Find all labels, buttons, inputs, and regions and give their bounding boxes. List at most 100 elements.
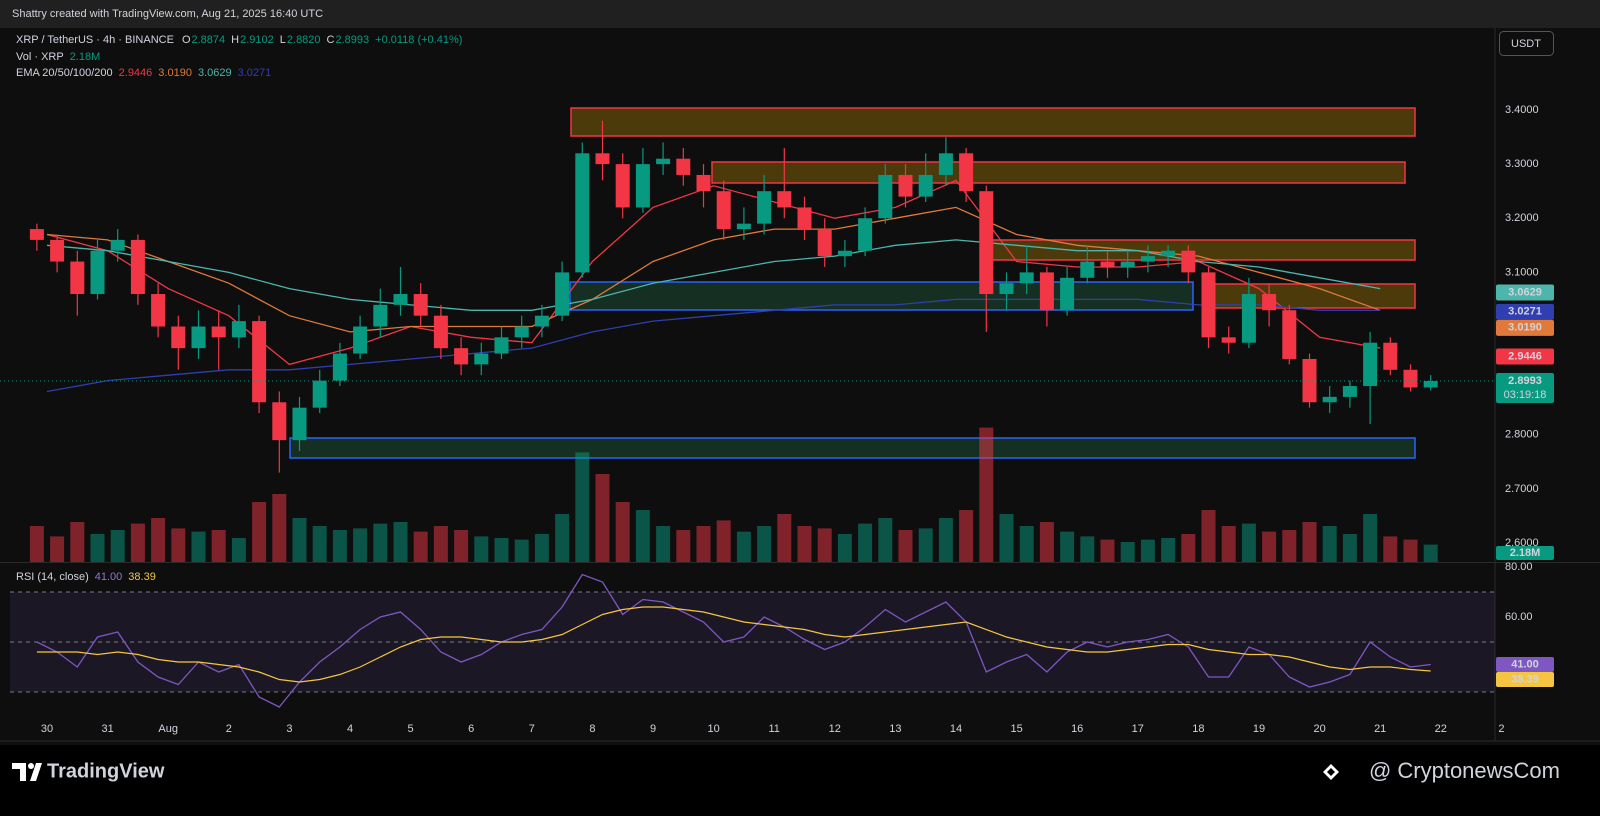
volume-bar — [635, 510, 650, 562]
candle-body — [837, 250, 852, 257]
x-tick-label: 4 — [347, 723, 353, 735]
x-tick-label: 17 — [1132, 723, 1144, 735]
candle-body — [353, 326, 368, 354]
candle-body — [1181, 250, 1196, 273]
candle-body — [1423, 381, 1438, 388]
currency[interactable]: USDT — [1511, 38, 1541, 50]
candle-body — [252, 321, 267, 403]
resistance-zone — [711, 161, 1406, 184]
volume-bar — [272, 494, 287, 562]
ema-badge-bg — [1496, 348, 1554, 365]
volume-bar — [959, 510, 974, 562]
volume-bar — [353, 528, 368, 562]
ema-badge-bg — [1496, 303, 1554, 320]
x-tick-label: 21 — [1374, 723, 1386, 735]
ema-value: 2.9446 — [119, 67, 153, 79]
candle-body — [1019, 272, 1034, 284]
change: +0.0118 (+0.41%) — [375, 34, 462, 46]
volume-bar — [50, 536, 65, 562]
volume-bar — [312, 526, 327, 562]
candle-body — [171, 326, 186, 349]
volume-bar — [918, 528, 933, 562]
volume-bar — [1363, 514, 1378, 562]
volume-bar — [1322, 526, 1337, 562]
ohlc-label: C — [327, 34, 335, 46]
y-tick-label: 3.4000 — [1505, 104, 1539, 116]
price-badge: 2.8993 — [1508, 375, 1542, 387]
volume-bar — [1080, 536, 1095, 562]
candle-body — [211, 326, 226, 338]
volume-bar — [736, 531, 751, 562]
candle-body — [736, 223, 751, 230]
candle-body — [938, 153, 953, 175]
volume-bar — [534, 534, 549, 562]
currency-button[interactable] — [1499, 31, 1554, 56]
volume-bar — [1423, 544, 1438, 562]
x-tick-label: 3 — [286, 723, 292, 735]
volume-bar — [413, 531, 428, 562]
volume-bar — [1161, 538, 1176, 562]
volume-bar — [696, 526, 711, 562]
volume-bar — [615, 502, 630, 562]
ema-value: 3.0190 — [158, 67, 192, 79]
ema-line — [46, 239, 1381, 311]
volume-badge: 2.18M — [1510, 547, 1541, 559]
rsi-ma-value: 38.39 — [128, 571, 156, 583]
volume-bar — [757, 526, 772, 562]
candle-body — [858, 218, 873, 251]
candle-body — [1241, 294, 1256, 343]
candle-body — [312, 380, 327, 408]
candle-body — [1262, 294, 1277, 311]
volume-bar — [130, 523, 145, 562]
support-zone — [569, 281, 1194, 311]
volume-bar — [656, 526, 671, 562]
volume-bar — [858, 523, 873, 562]
candle-body — [191, 326, 206, 349]
x-tick-label: 30 — [41, 723, 53, 735]
volume-value: 2.18M — [70, 51, 101, 63]
x-tick-label: 14 — [950, 723, 962, 735]
x-tick-label: 2 — [226, 723, 232, 735]
volume-bar — [1039, 522, 1054, 562]
candle-body — [494, 337, 509, 354]
candle-body — [696, 174, 711, 192]
rsi-legend: RSI (14, close) 41.00 38.39 — [16, 571, 156, 583]
ema-legend: EMA 20/50/100/200 2.9446 3.0190 3.0629 3.027… — [16, 67, 271, 79]
volume-bar — [999, 514, 1014, 562]
ohlc-value: 2.8874 — [192, 34, 226, 46]
candle-body — [454, 348, 469, 365]
x-tick-label: 31 — [101, 723, 113, 735]
y-tick-label: 3.3000 — [1505, 158, 1539, 170]
x-tick-label: 19 — [1253, 723, 1265, 735]
volume-bar — [1342, 534, 1357, 562]
volume-bar — [1241, 523, 1256, 562]
credit: Shattry created with TradingView.com, Au… — [12, 8, 323, 20]
y-tick-label: 3.2000 — [1505, 212, 1539, 224]
footer — [0, 745, 1600, 816]
candle-body — [878, 174, 893, 219]
candle-body — [1140, 256, 1155, 262]
volume-pane — [29, 427, 1438, 562]
ohlc-label: O — [182, 34, 191, 46]
candle-body — [1080, 261, 1095, 278]
candle-body — [151, 294, 166, 327]
logo-part — [28, 763, 34, 769]
candle-body — [898, 174, 913, 197]
logo-part — [12, 763, 26, 781]
volume-bar — [938, 518, 953, 562]
rsi-badge: 41.00 — [1511, 658, 1539, 670]
source: @ CryptonewsCom — [1369, 758, 1560, 783]
ema-badge-bg — [1496, 284, 1554, 301]
volume-bar — [454, 530, 469, 562]
ohlc-value: 2.8993 — [336, 34, 370, 46]
rsi-ma-line — [36, 606, 1431, 683]
logo-part — [30, 763, 42, 781]
rsi-tick-label: 60.00 — [1505, 611, 1533, 623]
candle-body — [514, 326, 529, 338]
volume-bar — [1100, 539, 1115, 562]
volume-bar — [1181, 534, 1196, 562]
volume-bar — [252, 502, 267, 562]
volume-bar — [393, 522, 408, 562]
candle-body — [292, 407, 307, 441]
